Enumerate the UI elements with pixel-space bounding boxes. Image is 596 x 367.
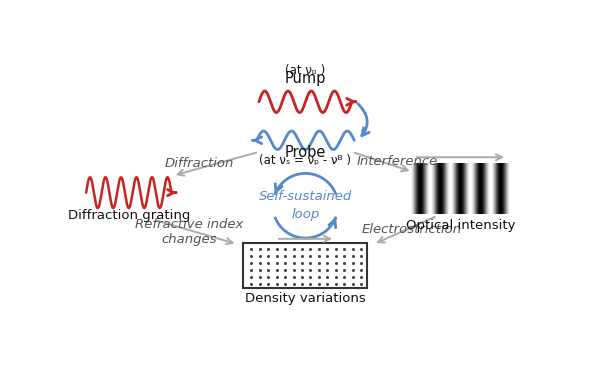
Text: Density variations: Density variations — [245, 292, 366, 305]
Text: Self-sustained
loop: Self-sustained loop — [259, 190, 352, 221]
Text: (at νₚ ): (at νₚ ) — [285, 65, 325, 77]
Text: Refractive index
changes: Refractive index changes — [135, 218, 243, 246]
Text: Optical intensity: Optical intensity — [406, 219, 515, 232]
Text: Diffraction grating: Diffraction grating — [67, 209, 190, 222]
Text: Interference: Interference — [357, 155, 438, 168]
Text: Probe: Probe — [285, 145, 326, 160]
Text: (at νₛ = νₚ - νᴮ ): (at νₛ = νₚ - νᴮ ) — [259, 154, 352, 167]
Text: Pump: Pump — [285, 71, 326, 86]
Text: Diffraction: Diffraction — [164, 157, 234, 170]
Text: Electrostriction: Electrostriction — [362, 224, 462, 236]
Bar — [243, 243, 368, 288]
